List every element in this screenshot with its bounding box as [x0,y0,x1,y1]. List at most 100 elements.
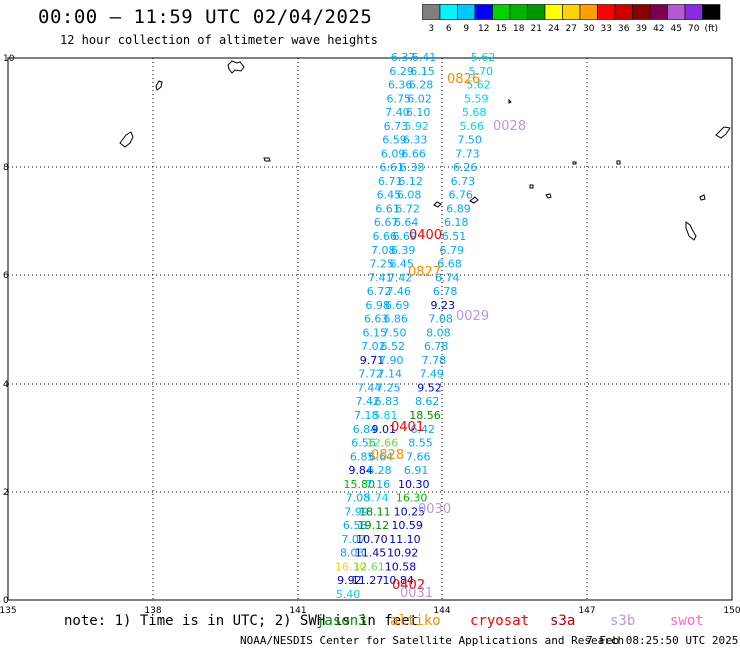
footer: NOAA/NESDIS Center for Satellite Applica… [0,632,740,650]
wave-height-label: 6.33 [403,134,428,147]
island-shape [545,193,552,199]
wave-height-label: 6.74 [435,271,460,284]
wave-height-label: 7.16 [366,478,391,491]
y-tick-label: 2 [3,488,9,498]
wave-height-label: 7.50 [382,326,407,339]
wave-height-label: 9.23 [431,299,456,312]
colorbar-label: 21 [531,24,542,34]
map-frame [7,57,733,601]
wave-height-label: 7.66 [406,450,431,463]
wave-height-label: 6.61 [379,161,404,174]
island-shape [616,160,621,165]
wave-height-label: 7.25 [376,382,401,395]
island-shape [699,194,706,201]
colorbar-swatch [579,4,598,20]
wave-height-label: 18.56 [409,409,441,422]
track-pass-label: 0827 [408,265,441,280]
wave-height-label: 6.66 [401,147,426,160]
colorbar-swatch [527,4,546,20]
wave-height-label: 8.55 [408,437,433,450]
wave-height-label: 7.14 [378,368,403,381]
wave-height-label: 11.27 [352,574,384,587]
colorbar-label: 15 [496,24,507,34]
wave-height-label: 6.73 [451,175,476,188]
track-pass-label: 0029 [456,309,489,324]
colorbar-label: 36 [618,24,630,34]
track-pass-label: 0401 [391,420,424,435]
colorbar-swatch [562,4,581,20]
wave-height-label: 6.78 [433,285,458,298]
wave-height-label: 6.72 [395,203,420,216]
y-tick-label: 10 [3,54,15,64]
wave-height-label: 6.38 [400,161,425,174]
wave-height-label: 6.78 [424,340,449,353]
legend-note: note: 1) Time is in UTC; 2) SWH is in fe… [0,610,740,632]
wave-height-label: 5.81 [373,409,398,422]
colorbar-swatches [422,4,721,20]
wave-height-label: 6.75 [387,92,412,105]
wave-height-label: 9.52 [417,382,442,395]
island-shape [572,161,577,165]
wave-height-label: 6.39 [391,244,416,257]
wave-height-label: 7.72 [358,368,383,381]
colorbar-swatch [667,4,686,20]
wave-height-label: 6.28 [367,464,392,477]
wave-height-label: 6.09 [381,147,406,160]
x-tick-label: 138 [144,606,161,616]
colorbar-swatch [422,4,441,20]
wave-height-label: 6.41 [412,51,437,64]
wave-height-label: 7.46 [386,285,411,298]
island-shape [227,60,245,74]
track-pass-label: 0028 [493,119,526,134]
coastlines [119,60,731,241]
wave-height-label: 6.08 [397,189,422,202]
wave-height-label: 6.64 [369,450,394,463]
map-subtitle: 12 hour collection of altimeter wave hei… [60,33,378,47]
wave-height-label: 7.42 [388,271,413,284]
wave-height-label: 10.25 [394,505,426,518]
x-tick-label: 141 [289,606,306,616]
colorbar-swatch [492,4,511,20]
wave-height-label: 18.11 [359,505,391,518]
wave-height-label: 6.02 [407,92,432,105]
wave-height-label: 7.41 [368,271,393,284]
wave-height-label: 6.18 [444,216,469,229]
colorbar-swatch [597,4,616,20]
wave-height-label: 6.89 [446,203,471,216]
wave-height-labels: 6.376.41 5.626.296.15 5.706.366.28 5.626.75… [335,51,495,601]
wave-height-label: 5.66 [460,120,485,133]
colorbar-label: 12 [478,24,489,34]
x-tick-label: 150 [723,606,740,616]
colorbar-label: 42 [653,24,664,34]
wave-height-label: 6.86 [383,313,408,326]
wave-height-label: 12.61 [353,561,385,574]
y-tick-label: 6 [3,271,9,281]
track-pass-label: 0031 [400,586,433,601]
wave-height-label: 8.08 [426,326,451,339]
colorbar-label: 27 [566,24,577,34]
colorbar-swatch [614,4,633,20]
colorbar-labels: 3 6 9 12 15 18 21 24 27 30 33 36 39 42 45 70 (ft) [428,24,718,34]
legend-swot: swot [670,613,704,629]
track-pass-label: 0030 [418,502,451,517]
wave-height-label: 6.84 [353,423,378,436]
wave-height-label: 6.66 [372,230,397,243]
colorbar-label: 24 [548,24,560,34]
wave-height-label: 10.59 [391,519,423,532]
wave-height-label: 6.29 [389,65,414,78]
wave-height-label: 6.15 [410,65,435,78]
wave-height-label: 9.84 [348,464,373,477]
wave-height-label: 6.51 [442,230,467,243]
colorbar-swatch [509,4,528,20]
wave-height-label: 10.58 [385,561,417,574]
colorbar-label: (ft) [704,24,718,34]
wave-height-label: 9.92 [337,574,362,587]
wave-height-label: 6.91 [404,464,429,477]
legend-altiko: altiko [390,613,441,629]
wave-height-label: 6.61 [375,203,400,216]
wave-height-label: 6.59 [382,134,407,147]
legend-s3a: s3a [550,613,576,629]
map-title: 00:00 – 11:59 UTC 02/04/2025 [38,6,373,28]
